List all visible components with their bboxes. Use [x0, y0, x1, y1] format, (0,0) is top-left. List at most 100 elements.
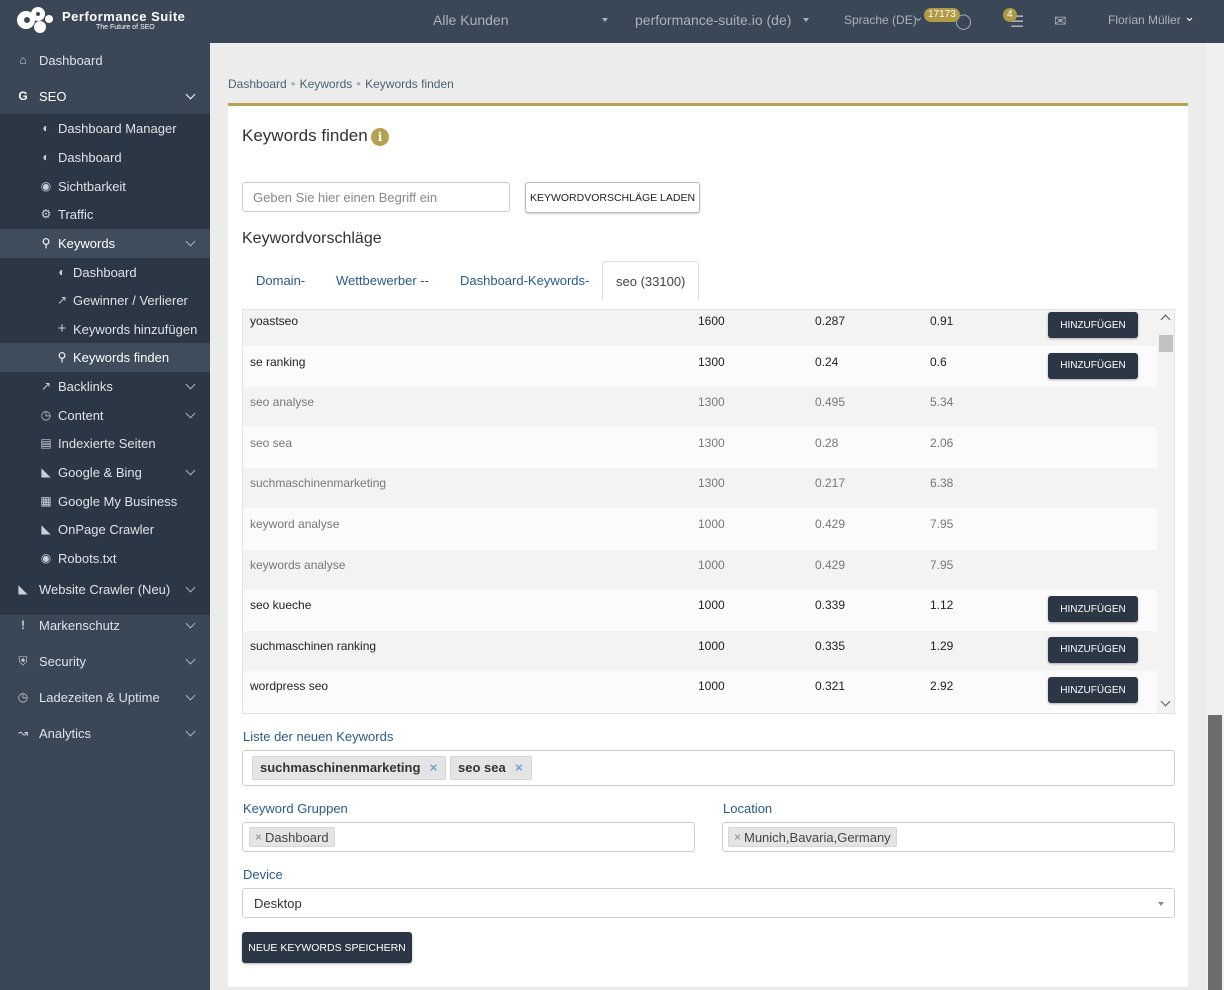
mail-icon[interactable]: ✉ — [1054, 13, 1067, 30]
search-input[interactable] — [242, 182, 510, 212]
sidebar-item-keywords-hinzufuegen[interactable]: + Keywords hinzufügen — [0, 315, 210, 344]
chevron-down-icon[interactable]: ⌄ — [913, 9, 924, 24]
sidebar-item-keywords-dashboard[interactable]: ◐ Dashboard — [0, 258, 210, 287]
sidebar-item-label: Dashboard — [39, 53, 103, 68]
remove-icon[interactable]: × — [255, 830, 263, 844]
cell-competition: 1.29 — [930, 638, 954, 653]
device-select[interactable]: Desktop — [242, 888, 1175, 918]
page-scrollbar-thumb[interactable] — [1208, 715, 1222, 990]
external-link-icon: ↗ — [56, 293, 68, 307]
tab-dashboard-keywords[interactable]: Dashboard-Keywords- — [460, 273, 590, 288]
sidebar-item-label: Website Crawler (Neu) — [39, 582, 171, 597]
load-suggestions-button[interactable]: KEYWORDVORSCHLÄGE LADEN — [525, 182, 700, 213]
location-chip-label: Munich,Bavaria,Germany — [744, 830, 891, 845]
tab-domain[interactable]: Domain- — [256, 273, 306, 288]
chevron-down-icon — [185, 726, 196, 737]
table-scrollbar[interactable] — [1157, 310, 1174, 713]
sidebar-item-label: Content — [58, 408, 104, 423]
cell-volume: 1000 — [698, 557, 725, 572]
chevron-down-icon[interactable]: ⌄ — [1184, 9, 1195, 24]
dashboard-icon: ◐ — [42, 150, 50, 164]
info-icon[interactable]: i — [371, 128, 389, 146]
caret-down-icon — [602, 18, 608, 22]
sidebar-item-keywords[interactable]: ⚲ Keywords — [0, 229, 210, 258]
cell-cpc: 0.429 — [815, 557, 846, 572]
location-field[interactable]: × Munich,Bavaria,Germany — [722, 822, 1175, 852]
sidebar-item-gewinner-verlierer[interactable]: ↗ Gewinner / Verlierer — [0, 286, 210, 315]
sidebar-item-dashboard-manager[interactable]: ◐ Dashboard Manager — [0, 114, 210, 143]
sidebar-item-analytics[interactable]: ↝ Analytics — [0, 716, 210, 752]
domain-select[interactable]: performance-suite.io (de) — [635, 12, 792, 28]
area-chart-icon: ◣ — [18, 582, 28, 596]
cell-cpc: 0.335 — [815, 638, 846, 653]
sidebar-item-keywords-finden[interactable]: ⚲ Keywords finden — [0, 343, 210, 372]
table-scrollbar-thumb[interactable] — [1159, 335, 1173, 352]
add-keyword-button[interactable]: HINZUFÜGEN — [1048, 312, 1138, 338]
user-menu[interactable]: Florian Müller — [1108, 13, 1181, 27]
page-scrollbar[interactable] — [1206, 43, 1224, 990]
new-keywords-field[interactable]: suchmaschinenmarketing × seo sea × — [242, 750, 1175, 786]
sidebar-item-content[interactable]: ◷ Content — [0, 401, 210, 430]
sidebar-item-label: Dashboard Manager — [58, 121, 177, 136]
remove-icon[interactable]: × — [734, 830, 742, 844]
keyword-groups-field[interactable]: × Dashboard — [242, 822, 695, 852]
add-keyword-button[interactable]: HINZUFÜGEN — [1048, 596, 1138, 623]
add-keyword-button[interactable]: HINZUFÜGEN — [1048, 352, 1138, 379]
sidebar-item-label: Robots.txt — [58, 551, 117, 566]
breadcrumb-separator: ● — [290, 79, 296, 88]
table-row: seo kueche 1000 0.339 1.12 HINZUFÜGEN — [243, 590, 1157, 631]
table-row: yoastseo 1600 0.287 0.91 HINZUFÜGEN — [243, 310, 1157, 346]
tasks-badge: 4 — [1003, 8, 1017, 22]
sidebar-item-seo-dashboard[interactable]: ◐ Dashboard — [0, 143, 210, 172]
remove-icon[interactable]: × — [429, 760, 438, 775]
sidebar-item-dashboard[interactable]: ⌂ Dashboard — [0, 43, 210, 79]
cell-cpc: 0.287 — [815, 314, 846, 328]
location-chip: × Munich,Bavaria,Germany — [728, 827, 897, 847]
key-icon: ⚲ — [41, 236, 51, 250]
chevron-down-icon — [185, 379, 196, 390]
cell-volume: 1300 — [698, 435, 725, 450]
sidebar-item-ladezeiten[interactable]: ◷ Ladezeiten & Uptime — [0, 680, 210, 716]
sidebar-item-sichtbarkeit[interactable]: ◉ Sichtbarkeit — [0, 172, 210, 201]
scroll-down-icon[interactable] — [1160, 696, 1171, 707]
sidebar-item-label: Traffic — [58, 207, 94, 222]
sidebar-item-onpage-crawler[interactable]: ◣ OnPage Crawler — [0, 515, 210, 544]
chevron-down-icon — [185, 582, 196, 593]
sidebar-item-indexierte-seiten[interactable]: ▤ Indexierte Seiten — [0, 429, 210, 458]
logo[interactable]: Performance Suite The Future of SEO — [14, 5, 204, 37]
sidebar-item-backlinks[interactable]: ↗ Backlinks — [0, 372, 210, 401]
sidebar-item-traffic[interactable]: ⚙ Traffic — [0, 200, 210, 229]
scroll-up-icon[interactable] — [1160, 314, 1171, 325]
language-select[interactable]: Sprache (DE) — [844, 13, 917, 27]
tab-seo[interactable]: seo (33100) — [602, 261, 700, 301]
brand-tagline: The Future of SEO — [96, 24, 155, 31]
breadcrumb-keywords[interactable]: Keywords — [299, 77, 353, 91]
cell-competition: 0.6 — [930, 354, 947, 369]
dashboard-icon: ◐ — [58, 265, 66, 279]
breadcrumb-dashboard[interactable]: Dashboard — [228, 77, 287, 91]
sidebar-item-google-my-business[interactable]: ▦ Google My Business — [0, 487, 210, 516]
save-keywords-button[interactable]: NEUE KEYWORDS SPEICHERN — [242, 932, 412, 963]
remove-icon[interactable]: × — [515, 760, 523, 775]
page-title: Keywords finden — [242, 126, 368, 145]
add-keyword-button[interactable]: HINZUFÜGEN — [1048, 677, 1138, 704]
chevron-down-icon — [185, 465, 196, 476]
cell-keyword: seo kueche — [250, 598, 312, 613]
customer-select[interactable]: Alle Kunden — [433, 12, 509, 28]
tab-wettbewerber[interactable]: Wettbewerber -- — [336, 273, 429, 288]
cell-volume: 1300 — [698, 476, 725, 491]
plus-icon: + — [57, 320, 67, 337]
sidebar-item-website-crawler[interactable]: ◣ Website Crawler (Neu) — [0, 572, 210, 608]
sidebar-item-security[interactable]: ⛨ Security — [0, 644, 210, 680]
cell-keyword: keyword analyse — [250, 517, 340, 531]
cell-keyword: suchmaschinen ranking — [250, 638, 377, 653]
shield-icon: ⛨ — [18, 654, 28, 668]
sidebar-item-robots-txt[interactable]: ◉ Robots.txt — [0, 544, 210, 573]
cell-cpc: 0.24 — [815, 354, 839, 369]
sidebar-item-google-bing[interactable]: ◣ Google & Bing — [0, 458, 210, 487]
chevron-down-icon — [185, 690, 196, 701]
sidebar-item-markenschutz[interactable]: ! Markenschutz — [0, 608, 210, 644]
sidebar-item-seo[interactable]: G SEO — [0, 79, 210, 115]
cell-volume: 1000 — [698, 598, 725, 613]
add-keyword-button[interactable]: HINZUFÜGEN — [1048, 636, 1138, 663]
